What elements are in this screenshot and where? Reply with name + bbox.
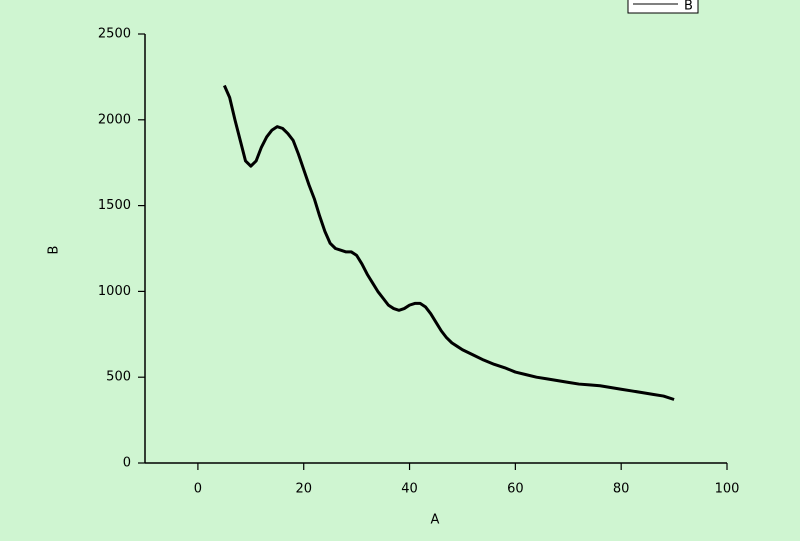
x-tick-label: 100 <box>715 482 740 497</box>
legend-label: B <box>684 0 693 14</box>
x-axis-label: A <box>431 513 440 528</box>
x-tick-label: 40 <box>401 482 418 497</box>
y-axis-label: B <box>47 246 62 255</box>
y-tick-label: 500 <box>106 370 131 385</box>
x-tick-label: 0 <box>194 482 202 497</box>
y-tick-label: 1000 <box>98 284 131 299</box>
x-tick-label: 80 <box>613 482 630 497</box>
y-tick-label: 1500 <box>98 198 131 213</box>
y-tick-label: 0 <box>123 456 131 471</box>
x-tick-label: 20 <box>295 482 312 497</box>
y-tick-label: 2500 <box>98 27 131 42</box>
data-line <box>222 84 675 401</box>
legend-box <box>627 0 699 14</box>
x-tick-label: 60 <box>507 482 524 497</box>
y-tick-label: 2000 <box>98 112 131 127</box>
